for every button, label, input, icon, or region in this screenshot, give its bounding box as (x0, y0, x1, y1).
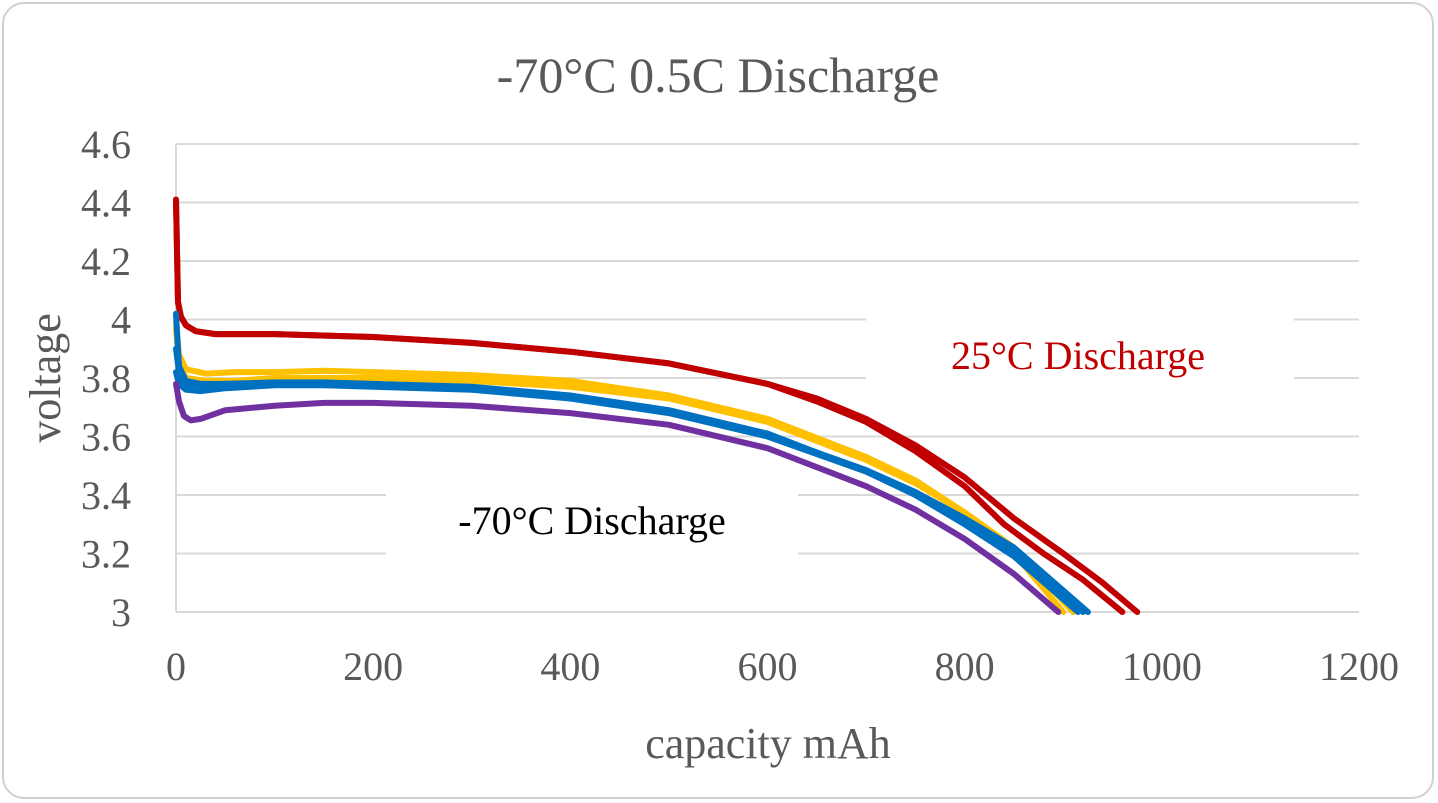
y-tick-label: 4.4 (81, 181, 131, 226)
x-tick-label: 1200 (1319, 644, 1399, 689)
y-tick-label: 3.6 (81, 415, 131, 460)
y-tick-label: 4.2 (81, 239, 131, 284)
y-tick-label: 3.2 (81, 532, 131, 577)
x-tick-label: 0 (166, 644, 186, 689)
series-line-7 (173, 380, 1062, 615)
x-tick-label: 1000 (1122, 644, 1202, 689)
annotation-minus70c-discharge: -70°C Discharge (458, 498, 725, 543)
series-line-3 (173, 325, 1077, 615)
x-tick-labels: 0 200 400 600 800 1000 1200 (166, 644, 1399, 689)
annotation-backdrop-0 (866, 318, 1294, 398)
series-line-1 (173, 196, 1126, 615)
y-tick-labels: 3 3.2 3.4 3.6 3.8 4 4.2 4.4 4.6 (81, 122, 131, 635)
y-axis-label: voltage (21, 313, 70, 443)
y-tick-label: 4.6 (81, 122, 131, 167)
x-tick-label: 800 (935, 644, 995, 689)
y-tick-label: 3.8 (81, 356, 131, 401)
y-tick-label: 4 (111, 298, 131, 343)
series-line-6 (173, 310, 1086, 615)
annotation-backdrop-1 (386, 492, 798, 556)
x-tick-label: 400 (540, 644, 600, 689)
series-lines (173, 196, 1141, 615)
x-tick-label: 600 (738, 644, 798, 689)
x-axis-label: capacity mAh (645, 719, 891, 768)
x-tick-label: 200 (343, 644, 403, 689)
y-tick-label: 3 (111, 590, 131, 635)
annotation-25c-discharge: 25°C Discharge (951, 333, 1205, 378)
chart-title: -70°C 0.5C Discharge (497, 47, 940, 103)
y-tick-label: 3.4 (81, 473, 131, 518)
